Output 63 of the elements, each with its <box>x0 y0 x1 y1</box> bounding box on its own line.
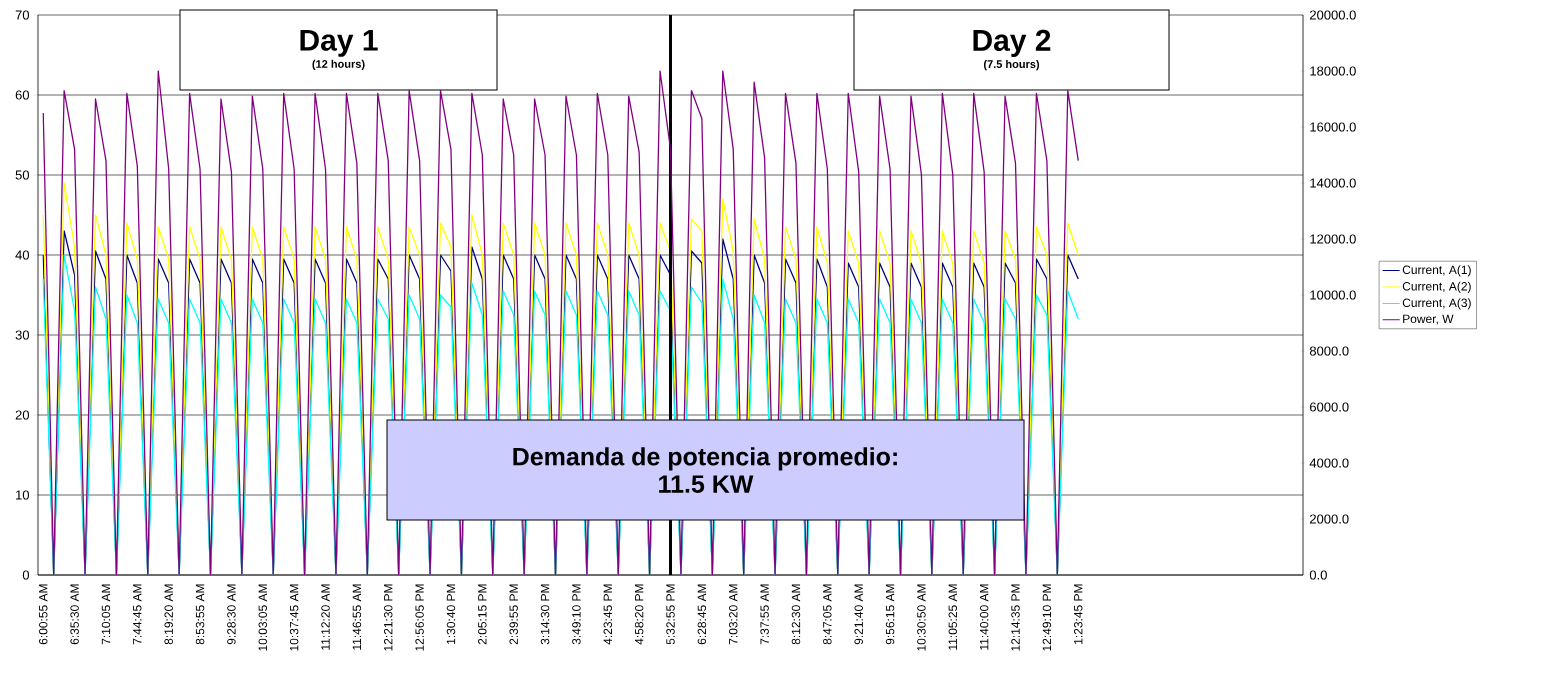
x-tick-label: 8:12:30 AM <box>791 584 801 645</box>
y2-tick-label: 10000.0 <box>1310 290 1356 300</box>
x-tick-label: 8:19:20 AM <box>164 584 173 645</box>
y-tick-label: 0 <box>22 570 30 580</box>
y2-tick-label: 4000.0 <box>1309 458 1349 468</box>
y-tick-label: 20 <box>15 410 30 420</box>
x-tick-label: 11:12:20 AM <box>321 584 330 650</box>
x-tick-label: 8:47:05 AM <box>823 584 832 645</box>
x-tick-label: 12:49:10 PM <box>1042 584 1052 651</box>
x-tick-label: 1:23:45 PM <box>1074 584 1083 644</box>
y2-tick-label: 16000.0 <box>1310 122 1356 132</box>
x-tick-label: 2:05:15 PM <box>478 584 487 645</box>
x-tick-label: 7:10:05 AM <box>101 584 111 645</box>
x-tick-label: 12:14:35 PM <box>1011 584 1020 651</box>
x-tick-label: 12:21:30 PM <box>383 584 393 651</box>
x-tick-label: 2:39:55 PM <box>509 584 518 645</box>
annotation: 11.5 KW <box>659 475 754 493</box>
annotation: Demanda de potencia promedio: <box>513 447 897 471</box>
x-tick-label: 10:03:05 AM <box>258 584 268 651</box>
x-tick-label: 11:46:55 AM <box>352 584 362 650</box>
x-tick-label: 7:37:55 AM <box>760 584 769 645</box>
annotation: (12 hours) <box>312 59 365 71</box>
y2-tick-label: 8000.0 <box>1309 346 1349 356</box>
y-tick-label: 30 <box>15 330 30 340</box>
x-tick-label: 10:37:45 AM <box>289 584 299 651</box>
y-tick-label: 10 <box>16 490 30 500</box>
x-tick-label: 5:32:55 PM <box>666 584 675 645</box>
y2-tick-label: 18000.0 <box>1310 66 1356 76</box>
legend-label: Power, W <box>1403 314 1454 325</box>
y-tick-label: 60 <box>15 90 30 100</box>
x-tick-label: 4:23:45 PM <box>603 584 613 645</box>
annotation: Day 1 <box>300 29 378 57</box>
x-tick-label: 6:28:45 AM <box>697 584 707 645</box>
x-tick-label: 11:40:00 AM <box>979 584 989 650</box>
y2-tick-label: 6000.0 <box>1310 402 1349 412</box>
x-tick-label: 9:21:40 AM <box>854 584 863 645</box>
x-tick-label: 1:30:40 PM <box>446 584 456 644</box>
x-tick-label: 4:58:20 PM <box>634 584 644 645</box>
legend-label: Current, A(2) <box>1402 281 1471 293</box>
x-tick-label: 6:35:30 AM <box>70 584 79 645</box>
x-tick-label: 11:05:25 AM <box>948 584 958 650</box>
y-tick-label: 50 <box>15 170 30 180</box>
y2-tick-label: 2000.0 <box>1310 514 1349 524</box>
x-tick-label: 8:53:55 AM <box>195 584 205 645</box>
annotation: (7.5 hours) <box>983 59 1040 71</box>
legend-label: Current, A(1) <box>1402 265 1471 277</box>
y2-tick-label: 20000.0 <box>1310 10 1356 20</box>
x-tick-label: 7:03:20 AM <box>729 584 738 645</box>
y2-tick-label: 14000.0 <box>1310 178 1356 188</box>
y2-tick-label: 0.0 <box>1309 570 1327 580</box>
y-tick-label: 70 <box>15 10 30 20</box>
legend-label: Current, A(3) <box>1402 298 1471 310</box>
y-tick-label: 40 <box>15 250 30 260</box>
x-tick-label: 3:49:10 PM <box>572 584 581 645</box>
x-tick-label: 3:14:30 PM <box>540 584 550 645</box>
x-tick-label: 6:00:55 AM <box>38 584 48 645</box>
x-tick-label: 9:56:15 AM <box>885 584 895 645</box>
y2-tick-label: 12000.0 <box>1310 234 1356 244</box>
x-tick-label: 12:56:05 PM <box>415 584 424 651</box>
x-tick-label: 10:30:50 AM <box>917 584 926 651</box>
x-tick-label: 9:28:30 AM <box>227 584 236 645</box>
x-tick-label: 7:44:45 AM <box>133 584 142 645</box>
annotation: Day 2 <box>973 29 1051 57</box>
